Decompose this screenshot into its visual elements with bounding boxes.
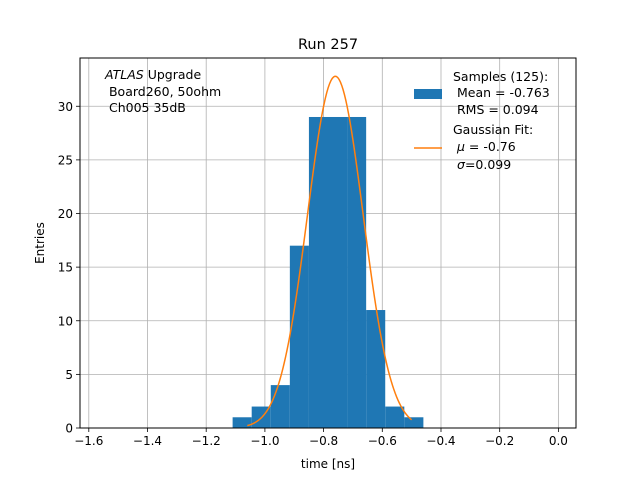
atlas-annotation: ATLAS Upgrade Board260, 50ohm Ch005 35dB bbox=[104, 67, 221, 115]
legend: Samples (125): Mean = -0.763 RMS = 0.094… bbox=[414, 69, 550, 172]
y-tick-label: 20 bbox=[58, 207, 73, 221]
x-tick-label: −0.6 bbox=[368, 434, 397, 448]
histogram-bar bbox=[385, 406, 405, 428]
y-axis-label: Entries bbox=[33, 222, 47, 264]
x-axis-label: time [ns] bbox=[301, 457, 355, 471]
legend-sigma-value: =0.099 bbox=[465, 157, 511, 172]
annotation-upgrade: Upgrade bbox=[144, 67, 202, 82]
histogram-bar bbox=[366, 310, 386, 428]
histogram-bar bbox=[308, 116, 328, 428]
legend-fit-label-sigma: σ=0.099 bbox=[457, 157, 511, 172]
x-tick-label: −1.2 bbox=[192, 434, 221, 448]
x-tick-label: 0.0 bbox=[549, 434, 568, 448]
histogram-bar bbox=[270, 385, 290, 428]
histogram-bar bbox=[328, 116, 348, 428]
histogram-bar bbox=[404, 417, 424, 428]
histogram-bars bbox=[232, 116, 424, 428]
annotation-atlas: ATLAS bbox=[104, 67, 144, 82]
legend-samples-label-3: RMS = 0.094 bbox=[453, 102, 539, 117]
legend-fit-label-1: Gaussian Fit: bbox=[453, 122, 533, 137]
annotation-line-1: ATLAS Upgrade bbox=[104, 67, 201, 82]
y-tick-label: 5 bbox=[65, 368, 73, 382]
y-tick-label: 10 bbox=[58, 314, 73, 328]
chart-title: Run 257 bbox=[298, 37, 358, 53]
y-tick-label: 15 bbox=[58, 261, 73, 275]
plot-frame bbox=[79, 57, 577, 429]
x-tick-label: −1.6 bbox=[74, 434, 103, 448]
gaussian-fit-curve bbox=[247, 75, 413, 427]
x-tick-label: −0.8 bbox=[309, 434, 338, 448]
legend-samples-label-1: Samples (125): bbox=[453, 69, 548, 84]
x-axis-ticks: −1.6 −1.4 −1.2 −1.0 −0.8 −0.6 −0.4 −0.2 0.0 bbox=[74, 428, 568, 448]
histogram-bar bbox=[232, 417, 252, 428]
legend-samples-label-2: Mean = -0.763 bbox=[453, 85, 550, 100]
legend-histogram-swatch bbox=[414, 89, 442, 99]
y-axis-ticks: 0 5 10 15 20 25 30 bbox=[58, 100, 80, 436]
x-tick-label: −1.4 bbox=[133, 434, 162, 448]
annotation-line-3: Ch005 35dB bbox=[105, 100, 186, 115]
legend-fit-label-mu: μ = -0.76 bbox=[456, 139, 516, 154]
annotation-line-2: Board260, 50ohm bbox=[105, 84, 221, 99]
gaussian-fit bbox=[247, 75, 413, 427]
legend-mu-symbol: μ bbox=[456, 139, 465, 154]
histogram-bar bbox=[347, 116, 367, 428]
y-tick-label: 25 bbox=[58, 153, 73, 167]
legend-mu-value: = -0.76 bbox=[465, 139, 516, 154]
histogram-bar bbox=[289, 245, 309, 428]
y-tick-label: 30 bbox=[58, 100, 73, 114]
x-tick-label: −0.2 bbox=[485, 434, 514, 448]
y-tick-label: 0 bbox=[65, 422, 73, 436]
legend-sigma-symbol: σ bbox=[457, 157, 466, 172]
x-tick-label: −1.0 bbox=[250, 434, 279, 448]
x-tick-label: −0.4 bbox=[426, 434, 455, 448]
